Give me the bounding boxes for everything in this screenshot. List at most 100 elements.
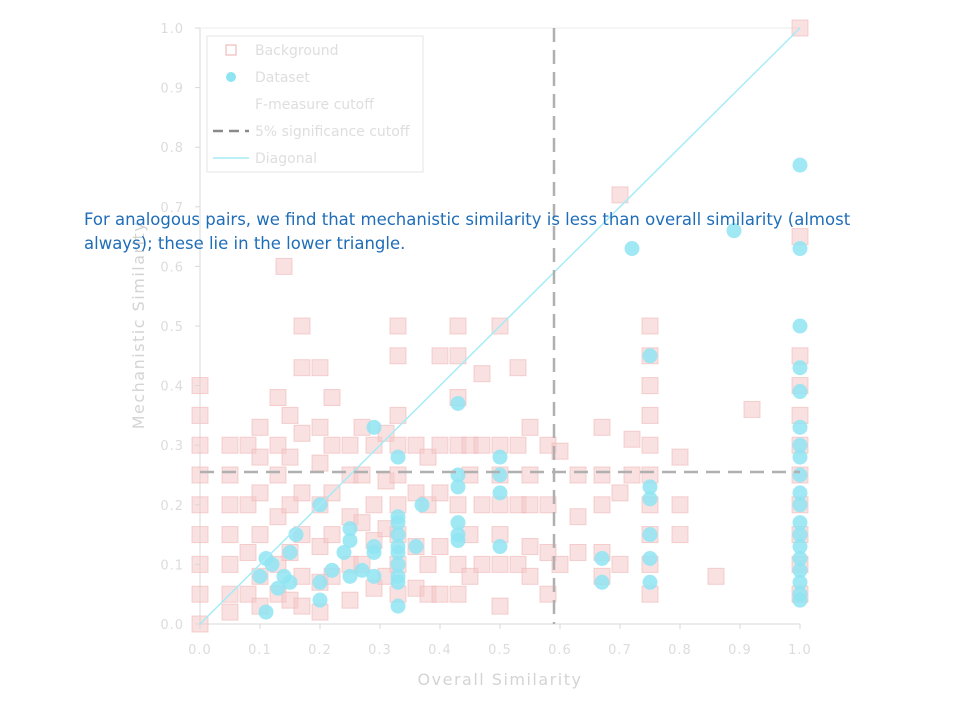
background-point — [311, 454, 329, 472]
reference-lines — [199, 27, 801, 625]
background-point — [449, 317, 467, 335]
background-point — [431, 538, 449, 556]
background-point — [473, 365, 491, 383]
background-point — [293, 484, 311, 502]
background-point — [641, 377, 659, 395]
background-point — [431, 436, 449, 454]
dataset-point — [642, 574, 658, 590]
x-tick-label: 0.4 — [428, 643, 452, 658]
dataset-point — [726, 223, 742, 239]
background-point — [551, 555, 569, 573]
dataset-point — [492, 485, 508, 501]
dataset-point — [642, 550, 658, 566]
dataset-series — [252, 157, 808, 620]
x-tick-label: 0.3 — [368, 643, 392, 658]
background-point — [191, 466, 209, 484]
x-tick-label: 0.1 — [248, 643, 272, 658]
dataset-point — [408, 539, 424, 555]
y-tick-label: 0.5 — [160, 320, 184, 335]
dataset-point — [792, 467, 808, 483]
dataset-point — [492, 539, 508, 555]
dataset-point — [642, 527, 658, 543]
dataset-point — [282, 574, 298, 590]
dataset-point — [366, 539, 382, 555]
dataset-point — [492, 449, 508, 465]
background-point — [593, 418, 611, 436]
background-point — [389, 347, 407, 365]
y-tick-label: 0.4 — [160, 380, 184, 395]
dataset-point — [792, 574, 808, 590]
background-point — [671, 496, 689, 514]
x-tick-label: 0.7 — [608, 643, 632, 658]
y-tick-label: 0.0 — [160, 618, 184, 633]
dataset-point — [390, 598, 406, 614]
background-point — [389, 406, 407, 424]
background-point — [611, 555, 629, 573]
background-point — [341, 591, 359, 609]
dataset-point — [450, 479, 466, 495]
background-point — [431, 484, 449, 502]
background-point — [521, 538, 539, 556]
dataset-point — [336, 544, 352, 560]
x-tick-label: 1.0 — [788, 643, 812, 658]
dataset-point — [792, 497, 808, 513]
background-point — [311, 418, 329, 436]
background-point — [623, 430, 641, 448]
background-point — [509, 436, 527, 454]
dataset-point — [792, 515, 808, 531]
background-point — [449, 496, 467, 514]
background-point — [611, 186, 629, 204]
legend-label: F-measure cutoff — [255, 97, 374, 113]
dataset-point — [792, 539, 808, 555]
x-axis-title: Overall Similarity — [418, 670, 583, 689]
background-point — [311, 359, 329, 377]
dataset-point — [270, 580, 286, 596]
background-point — [221, 555, 239, 573]
background-point — [491, 597, 509, 615]
background-point — [641, 317, 659, 335]
x-tick-label: 0.0 — [188, 643, 212, 658]
dataset-point — [792, 419, 808, 435]
y-tick-label: 0.9 — [160, 82, 184, 97]
background-point — [743, 400, 761, 418]
background-point — [269, 466, 287, 484]
background-point — [623, 466, 641, 484]
dataset-point — [792, 527, 808, 543]
background-point — [449, 347, 467, 365]
slide-caption: For analogous pairs, we find that mechan… — [84, 210, 851, 253]
y-tick-label: 0.8 — [160, 141, 184, 156]
background-point — [521, 466, 539, 484]
dataset-point — [792, 318, 808, 334]
background-point — [509, 359, 527, 377]
dataset-point — [792, 437, 808, 453]
background-point — [239, 543, 257, 561]
background-point — [419, 555, 437, 573]
dataset-point — [390, 568, 406, 584]
diagonal-line — [199, 27, 801, 625]
background-point — [221, 436, 239, 454]
dataset-point — [390, 449, 406, 465]
x-tick-label: 0.6 — [548, 643, 572, 658]
background-point — [269, 389, 287, 407]
dataset-point — [312, 592, 328, 608]
background-point — [221, 603, 239, 621]
legend-label: Background — [255, 43, 339, 59]
legend-label: Dataset — [255, 70, 310, 86]
background-point — [521, 496, 539, 514]
dataset-point — [264, 556, 280, 572]
background-point — [281, 448, 299, 466]
background-point — [521, 418, 539, 436]
axis-ticks: 0.0 0.1 0.2 0.3 0.4 0.5 0.6 0.7 0.8 0.9 1.0 0.0 0.1 0… — [160, 22, 812, 658]
background-point — [473, 496, 491, 514]
dataset-point — [450, 395, 466, 411]
background-point — [707, 567, 725, 585]
dataset-point — [366, 568, 382, 584]
dataset-point — [342, 533, 358, 549]
dataset-point — [642, 491, 658, 507]
dataset-point — [342, 568, 358, 584]
y-tick-label: 0.1 — [160, 558, 184, 573]
dataset-point — [390, 509, 406, 525]
dataset-point — [792, 550, 808, 566]
background-point — [521, 567, 539, 585]
